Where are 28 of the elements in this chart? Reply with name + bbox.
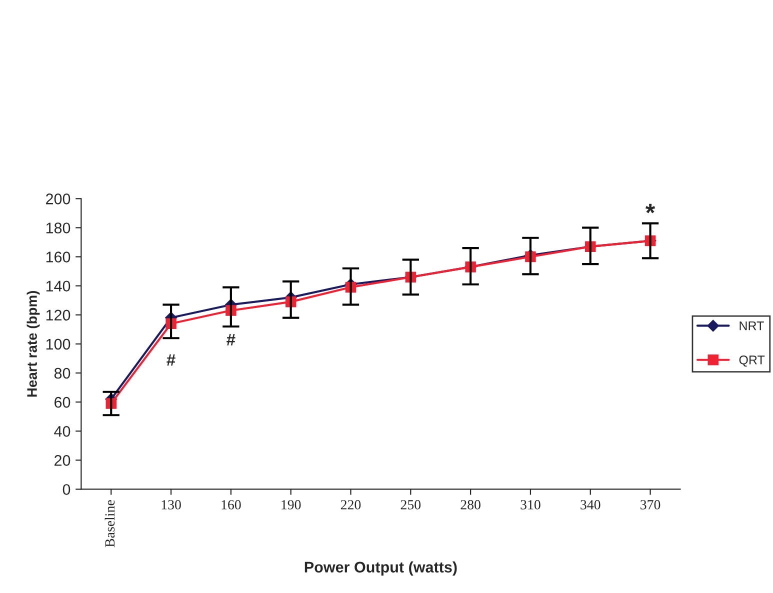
- x-tick-label: 130: [162, 500, 181, 510]
- y-tick-label: 200: [46, 194, 70, 204]
- x-axis-title: Power Output (watts): [304, 561, 457, 576]
- y-tick-label: 60: [54, 396, 70, 408]
- y-tick-label: 0: [62, 484, 70, 495]
- y-tick-label: 180: [46, 222, 70, 234]
- y-tick-label: 40: [54, 426, 70, 437]
- x-tick-label: 190: [282, 500, 301, 510]
- y-tick-label: 120: [46, 310, 70, 321]
- annotation: *: [645, 204, 656, 214]
- y-axis-title: Heart rate (bpm): [26, 290, 40, 397]
- y-tick-label: 100: [46, 338, 70, 350]
- x-tick-label: 160: [222, 500, 241, 510]
- annotation: #: [226, 334, 236, 346]
- x-tick-label: 310: [520, 500, 540, 510]
- y-tick-label: 80: [54, 368, 70, 379]
- legend-label: NRT: [740, 321, 764, 330]
- annotation: #: [166, 354, 176, 366]
- y-tick-label: 140: [46, 280, 70, 292]
- y-tick-label: 20: [54, 455, 70, 466]
- x-tick-label: 340: [580, 500, 600, 510]
- x-tick-label: 370: [640, 500, 660, 510]
- y-tick-label: 160: [46, 252, 70, 262]
- x-tick-label: 280: [460, 500, 480, 510]
- x-tick-label: 250: [400, 500, 421, 510]
- x-tick-label: 220: [340, 500, 361, 510]
- x-tick-label: Baseline: [104, 500, 115, 548]
- legend-label: QRT: [739, 356, 765, 367]
